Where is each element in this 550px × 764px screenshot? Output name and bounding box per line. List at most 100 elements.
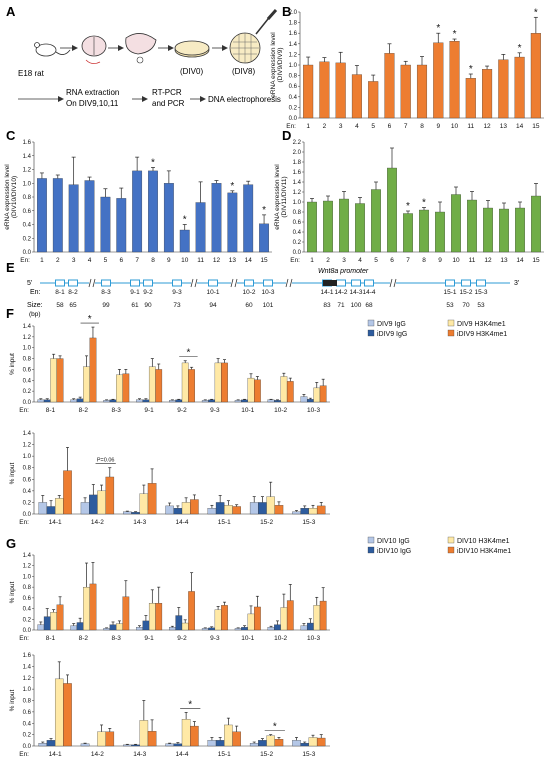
bar: [46, 506, 56, 515]
bar: [142, 620, 150, 631]
bar: [43, 616, 51, 631]
significance-star: *: [186, 348, 190, 359]
x-tick-label: 9: [438, 257, 442, 264]
bar: [300, 743, 310, 747]
y-tick-label: 1.8: [293, 160, 302, 166]
label-rna-1: RNA extraction: [66, 88, 119, 97]
y-tick-label: 1.6: [293, 170, 302, 176]
bar: [224, 505, 233, 515]
bar: [173, 743, 183, 747]
legend-swatch: [447, 546, 455, 554]
enhancer-box: [68, 279, 78, 287]
legend-swatch: [367, 536, 375, 544]
y-tick-label: 0.2: [23, 236, 32, 242]
y-tick-label: 0.0: [23, 250, 32, 256]
bar: [175, 399, 183, 403]
bar: [207, 740, 217, 747]
bar: [63, 470, 72, 515]
bar: [313, 605, 321, 631]
bar: [403, 213, 413, 253]
y-tick-label: 0.2: [23, 500, 32, 506]
x-tick-label: 13: [500, 123, 508, 130]
y-tick-label: 0.6: [23, 209, 32, 215]
bar: [165, 505, 174, 515]
significance-star: *: [230, 181, 234, 192]
bar: [249, 743, 259, 747]
x-prefix-label: En:: [19, 407, 29, 414]
x-tick-label: 7: [404, 123, 408, 130]
bar: [37, 399, 45, 403]
x-tick-label: 5: [104, 257, 108, 264]
enhancer-label: 15-3: [474, 289, 487, 296]
x-prefix-label: En:: [19, 635, 29, 642]
legend-swatch: [447, 536, 455, 544]
bar: [38, 502, 48, 515]
enhancer-label: 14-2: [334, 289, 347, 296]
bar: [387, 167, 397, 253]
x-tick-label: 8-2: [79, 635, 89, 642]
gap-mark: [285, 278, 289, 288]
bar: [400, 64, 411, 119]
legend-label: DIV10 H3K4me1: [457, 538, 510, 545]
significance-star: *: [406, 201, 410, 212]
x-tick-label: 14: [516, 123, 524, 130]
y-tick-label: 1.4: [293, 180, 302, 186]
bar: [286, 600, 294, 631]
bar: [181, 502, 191, 515]
bar: [147, 731, 157, 747]
y-tick-label: 0.0: [293, 250, 302, 256]
y-tick-label: 0.4: [23, 223, 32, 229]
y-tick-label: 1.2: [23, 564, 32, 570]
y-tick-label: 0.8: [293, 210, 302, 216]
gap-mark: [289, 278, 293, 288]
panel-a-schematic: E18 rat (DIV0) (DIV8) RNA extraction On …: [18, 9, 281, 108]
x-tick-label: 7: [406, 257, 410, 264]
enhancer-box: [476, 279, 486, 287]
bar: [208, 627, 216, 631]
y-tick-label: 0.0: [23, 628, 32, 634]
legend-label: DIV9 IgG: [377, 321, 406, 328]
x-tick-label: 14-3: [133, 519, 146, 526]
legend-swatch: [367, 329, 375, 337]
bar: [351, 74, 362, 119]
enhancer-size-label: 90: [144, 302, 152, 309]
x-tick-label: 6: [119, 257, 123, 264]
bar: [247, 377, 255, 403]
bar: [306, 622, 314, 631]
y-tick-label: 1.8: [289, 21, 298, 27]
x-tick-label: 12: [213, 257, 221, 264]
bar: [175, 615, 183, 631]
x-tick-label: 8-2: [79, 407, 89, 414]
enhancer-size-label: 53: [477, 302, 485, 309]
bar: [435, 211, 445, 253]
y-axis-label: eRNA expression level(DIV10/DIV10): [4, 164, 18, 230]
significance-star: *: [469, 64, 473, 75]
x-tick-label: 9-3: [210, 635, 220, 642]
x-tick-label: 10: [451, 123, 459, 130]
bar: [43, 399, 51, 403]
significance-star: *: [273, 722, 277, 733]
bar: [54, 498, 64, 515]
bar: [300, 396, 308, 403]
label-div8: (DIV8): [232, 67, 255, 76]
enhancer-label: 9-3: [172, 289, 182, 296]
y-tick-label: 0.6: [289, 84, 298, 90]
x-tick-label: 2: [326, 257, 330, 264]
bar: [148, 603, 156, 631]
bar: [316, 737, 326, 747]
enhancer-box: [445, 279, 455, 287]
gap-mark: [194, 278, 198, 288]
bar: [308, 737, 318, 747]
label-rtpcr-1: RT-PCR: [152, 88, 182, 97]
bar: [50, 358, 58, 403]
y-tick-label: 0.8: [23, 357, 32, 363]
y-tick-label: 1.0: [23, 346, 32, 352]
x-tick-label: 5: [371, 123, 375, 130]
bar: [530, 33, 541, 119]
y-axis-label: eRNA expression level(DIV9/DIV9): [270, 32, 284, 98]
significance-star: *: [262, 205, 266, 216]
y-axis-label-line: eRNA expression level: [270, 32, 277, 98]
significance-star: *: [436, 23, 440, 34]
bar: [449, 41, 460, 119]
x-prefix-label: En:: [19, 519, 29, 526]
